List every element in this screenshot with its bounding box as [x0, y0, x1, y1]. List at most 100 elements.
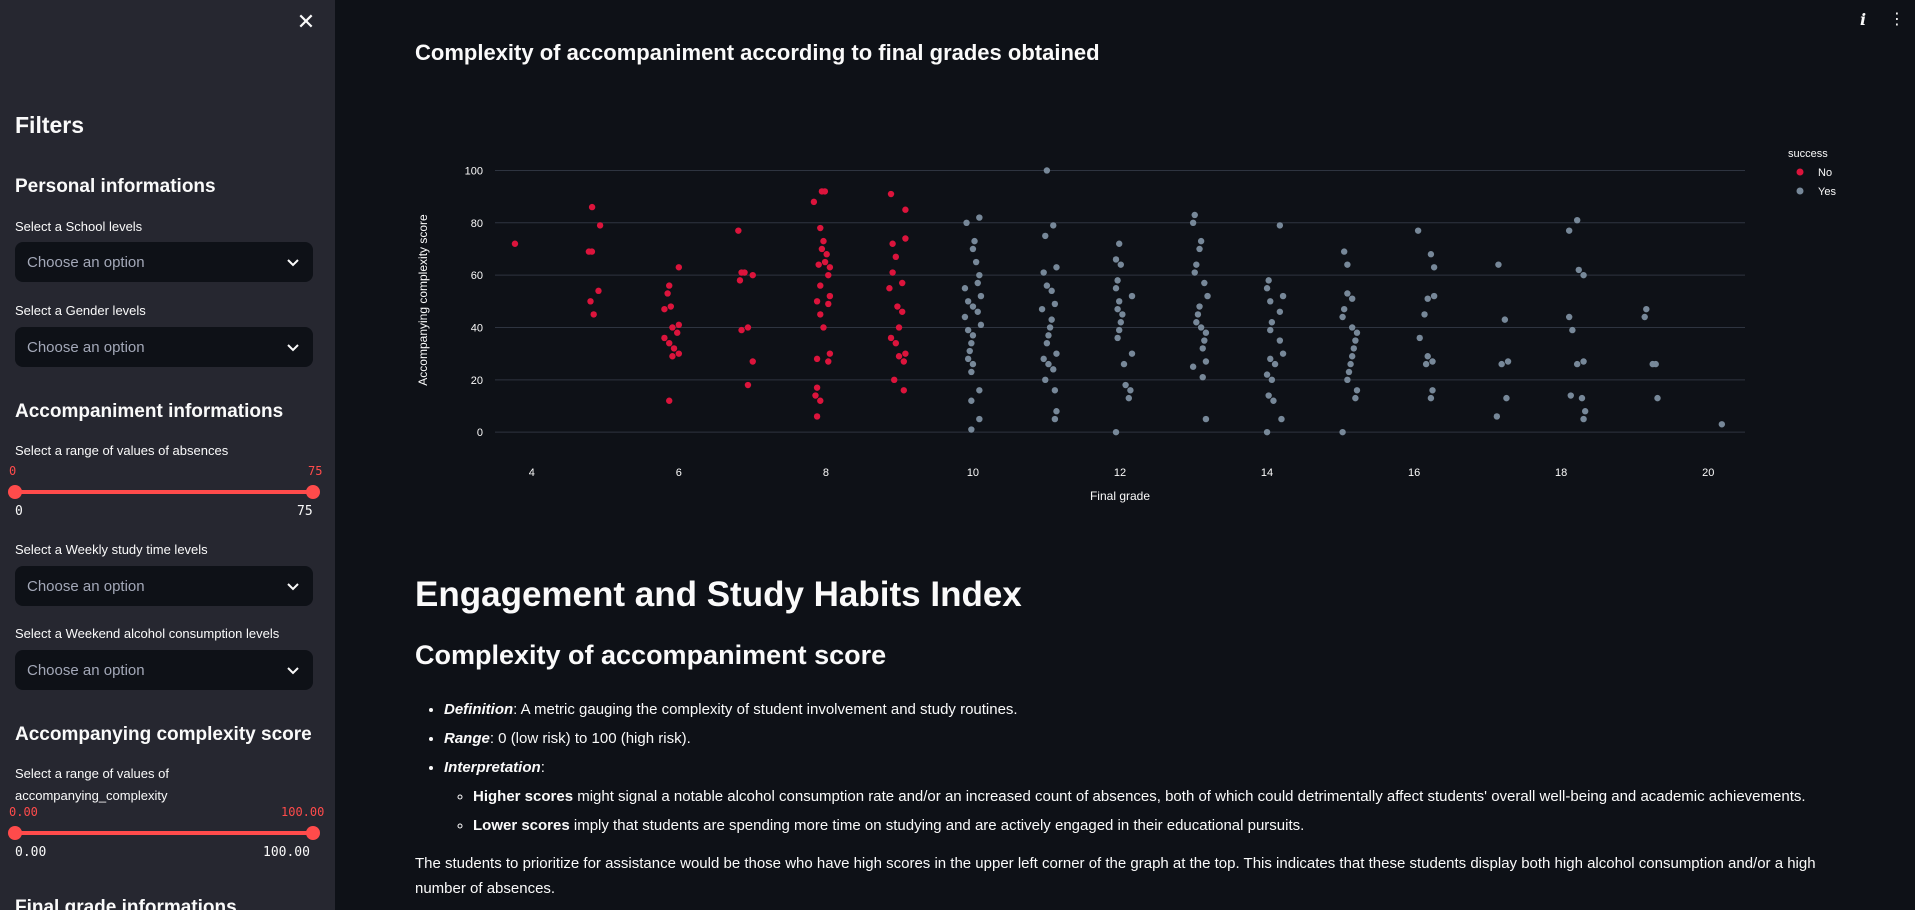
legend-title: success	[1788, 148, 1828, 160]
data-point	[1578, 394, 1586, 402]
legend-entry[interactable]: No	[1818, 167, 1832, 179]
info-icon[interactable]: i	[1859, 10, 1867, 29]
alcohol-select-placeholder: Choose an option	[27, 661, 145, 679]
legend-entry[interactable]: Yes	[1818, 186, 1836, 198]
data-point	[1128, 350, 1136, 357]
data-point	[1193, 261, 1200, 268]
data-point	[738, 326, 745, 334]
data-point	[1278, 415, 1285, 423]
data-point	[1347, 360, 1354, 368]
absences-min: 0	[15, 504, 23, 519]
data-point	[964, 298, 972, 305]
data-point	[969, 245, 977, 253]
data-point	[968, 426, 975, 433]
data-point	[1045, 332, 1052, 339]
subsection-heading: Complexity of accompaniment score	[415, 640, 887, 670]
slider-thumb-high[interactable]	[306, 485, 320, 499]
data-point	[1498, 360, 1505, 368]
data-point	[1340, 305, 1348, 313]
data-point	[1043, 282, 1051, 289]
gender-label: Select a Gender levels	[15, 303, 146, 318]
data-point	[1114, 334, 1121, 342]
data-point	[820, 324, 827, 331]
data-point	[1430, 264, 1438, 271]
data-point	[1189, 219, 1197, 227]
data-point	[1271, 360, 1279, 368]
data-point	[1267, 326, 1274, 334]
school-select[interactable]: Choose an option	[15, 242, 313, 282]
data-point	[892, 253, 900, 261]
data-point	[1422, 360, 1430, 368]
alcohol-select[interactable]: Choose an option	[15, 650, 313, 690]
data-point	[1045, 360, 1052, 368]
study-select[interactable]: Choose an option	[15, 566, 313, 606]
data-point	[1197, 324, 1205, 331]
data-point	[1424, 295, 1431, 302]
data-point	[1117, 319, 1124, 326]
complexity-high-value: 100.00	[281, 805, 325, 819]
data-point	[1196, 245, 1203, 253]
absences-max: 75	[297, 504, 313, 519]
data-point	[1053, 408, 1060, 415]
data-point	[1193, 319, 1200, 326]
legend-marker	[1796, 187, 1804, 195]
data-point	[1117, 261, 1124, 268]
data-point	[1414, 227, 1422, 234]
kebab-menu-icon[interactable]: ⋮	[1889, 11, 1905, 28]
close-icon[interactable]: ✕	[296, 9, 316, 34]
data-point	[1350, 345, 1357, 352]
complexity-header: Accompanying complexity score	[15, 724, 312, 745]
absences-label: Select a range of values of absences	[15, 443, 229, 458]
data-point	[590, 311, 597, 318]
data-point	[1641, 313, 1648, 321]
data-point	[969, 332, 977, 339]
complexity-label-line2: accompanying_complexity	[15, 788, 168, 803]
data-point	[1575, 266, 1582, 274]
data-point	[749, 271, 756, 279]
list-item: Higher scores might signal a notable alc…	[473, 782, 1864, 811]
y-axis-label: Accompanying complexity score	[416, 214, 430, 386]
slider-thumb-low[interactable]	[8, 485, 22, 499]
data-point	[810, 198, 818, 206]
complexity-slider[interactable]: 0.00 100.00 0.00 100.00	[8, 805, 324, 865]
data-point	[1352, 337, 1359, 344]
slider-thumb-high[interactable]	[306, 826, 320, 840]
data-point	[817, 397, 824, 404]
data-point	[1654, 394, 1661, 402]
data-point	[889, 240, 896, 247]
toolbar: i ⋮	[1855, 8, 1905, 32]
x-tick-label: 4	[529, 467, 535, 479]
data-point	[749, 358, 756, 365]
data-point	[1427, 394, 1435, 402]
data-point	[817, 311, 824, 318]
absences-slider[interactable]: 0 75 0 75	[8, 464, 322, 524]
data-point	[821, 258, 829, 266]
gender-select[interactable]: Choose an option	[15, 327, 313, 367]
data-point	[1051, 300, 1059, 308]
y-tick-label: 100	[465, 165, 483, 177]
x-tick-label: 16	[1408, 467, 1420, 479]
data-point	[895, 353, 903, 360]
data-point	[1267, 355, 1274, 363]
data-point	[1643, 305, 1650, 313]
data-point	[818, 245, 826, 253]
data-point	[902, 350, 909, 357]
data-point	[1048, 316, 1055, 323]
data-point	[1348, 353, 1356, 360]
data-point	[1263, 371, 1271, 378]
data-point	[1122, 381, 1129, 389]
data-point	[971, 237, 978, 245]
x-tick-label: 8	[823, 467, 829, 479]
data-point	[588, 203, 596, 211]
data-point	[963, 219, 970, 227]
data-point	[511, 240, 519, 247]
range-text: : 0 (low risk) to 100 (high risk).	[489, 730, 691, 747]
data-point	[1048, 287, 1055, 295]
data-point	[812, 392, 819, 399]
data-point	[892, 339, 900, 347]
slider-thumb-low[interactable]	[8, 826, 22, 840]
data-point	[1196, 303, 1203, 310]
data-point	[1424, 353, 1431, 360]
data-point	[1339, 313, 1346, 321]
data-point	[976, 214, 983, 221]
